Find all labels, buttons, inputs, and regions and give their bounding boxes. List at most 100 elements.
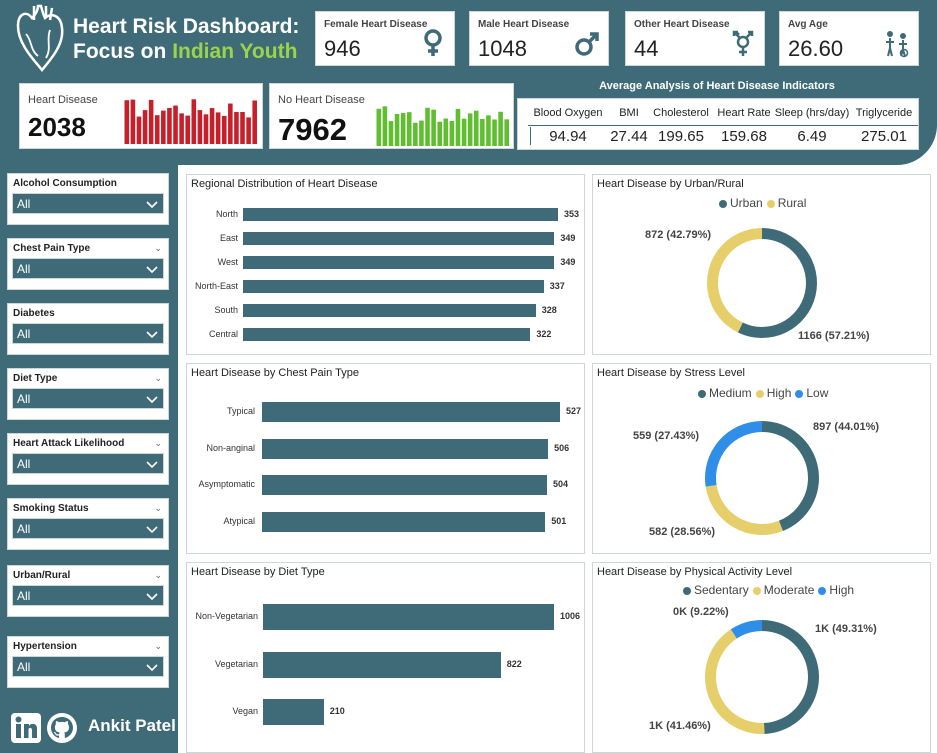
averages-title: Average Analysis of Heart Disease Indica… (599, 80, 835, 92)
sparkbar (148, 99, 154, 144)
sparkbar (461, 118, 467, 146)
filter-dropdown[interactable]: All (12, 193, 164, 214)
other-kpi-card[interactable]: Other Heart Disease 44 (625, 11, 765, 66)
female-kpi-label: Female Heart Disease (324, 19, 428, 30)
sparkbar (400, 112, 406, 146)
bar[interactable] (263, 604, 554, 630)
bar[interactable] (262, 475, 547, 495)
bar[interactable] (243, 328, 531, 341)
category-label: Non-Vegetarian (195, 611, 258, 621)
filter-dropdown[interactable]: All (12, 258, 164, 279)
title-prefix: Focus on (73, 40, 167, 63)
filter-card: Chest Pain Type ⌄ All (7, 238, 169, 290)
other-kpi-value: 44 (634, 36, 659, 61)
sparkbar (413, 122, 418, 146)
chevron-down-icon (146, 266, 158, 274)
sparkbar (142, 110, 148, 144)
avg-cursor (530, 127, 531, 145)
heart-disease-label: Heart Disease (28, 94, 98, 106)
avg-header: BMI (619, 107, 639, 119)
age-kpi-card[interactable]: Avg Age 26.60 (779, 11, 919, 66)
legend-dot (818, 586, 827, 595)
legend-item[interactable]: High (755, 386, 792, 400)
chart-legend: Urban Rural (719, 196, 810, 210)
female-kpi-card[interactable]: Female Heart Disease 946 (315, 11, 455, 66)
donut-data-label: 559 (27.43%) (633, 430, 700, 442)
donut-slice[interactable] (737, 228, 817, 338)
sparkbar (467, 113, 473, 146)
filter-selected-value: All (17, 327, 31, 341)
avg-header: Triglyceride (855, 107, 913, 119)
male-kpi-card[interactable]: Male Heart Disease 1048 (469, 11, 609, 66)
filter-dropdown[interactable]: All (12, 585, 164, 606)
urban-rural-panel: Heart Disease by Urban/Rural Urban Rural 1… (592, 174, 931, 355)
donut-slice[interactable] (705, 629, 765, 734)
no-heart-disease-value: 7962 (278, 112, 347, 147)
legend-item[interactable]: Medium (698, 386, 752, 400)
dashboard-title: Heart Risk Dashboard: Focus on Indian Yo… (73, 14, 299, 64)
donut-slice[interactable] (705, 484, 783, 535)
collapse-chevron-icon[interactable]: ⌄ (154, 438, 162, 448)
collapse-chevron-icon[interactable]: ⌄ (154, 641, 162, 651)
bar[interactable] (243, 232, 555, 245)
collapse-chevron-icon[interactable]: ⌄ (154, 373, 162, 383)
regional-distribution-panel: Regional Distribution of Heart Disease N… (186, 174, 585, 355)
bar[interactable] (263, 699, 324, 725)
sparkbar (394, 114, 400, 146)
panel-title: Heart Disease by Chest Pain Type (191, 367, 359, 379)
bar[interactable] (243, 304, 536, 317)
title-line-2: Focus on Indian Youth (73, 39, 299, 64)
legend-dot (683, 586, 691, 595)
bar[interactable] (262, 402, 560, 422)
bar[interactable] (263, 651, 501, 678)
donut-svg (707, 228, 817, 338)
donut-slice[interactable] (762, 421, 819, 532)
legend-item[interactable]: High (818, 583, 854, 597)
legend-label: Medium (709, 386, 752, 400)
filter-dropdown[interactable]: All (12, 656, 164, 677)
bar-value-label: 1006 (560, 611, 581, 621)
collapse-chevron-icon[interactable]: ⌄ (154, 503, 162, 513)
donut-slice[interactable] (707, 228, 762, 333)
bar[interactable] (262, 511, 546, 532)
collapse-chevron-icon[interactable]: ⌄ (154, 243, 162, 253)
donut-slice[interactable] (730, 620, 762, 639)
female-kpi-value: 946 (324, 36, 361, 61)
bar[interactable] (262, 438, 549, 459)
no-heart-disease-label: No Heart Disease (278, 94, 365, 106)
legend-item[interactable]: Sedentary (683, 583, 749, 597)
bar[interactable] (243, 280, 544, 293)
filter-label: Hypertension (13, 641, 77, 652)
donut-slice[interactable] (762, 620, 820, 734)
sparkbar (209, 108, 215, 144)
panel-title: Regional Distribution of Heart Disease (191, 178, 378, 190)
collapse-chevron-icon[interactable]: ⌄ (154, 570, 162, 580)
github-icon[interactable] (46, 712, 78, 744)
legend-item[interactable]: Urban (719, 196, 763, 210)
sparkbar (185, 115, 190, 144)
avg-heart-rate: Heart Rate 159.68 (714, 99, 774, 151)
category-label: Vegan (232, 706, 258, 716)
donut-slice[interactable] (705, 421, 762, 487)
donut-data-label: 1K (41.46%) (649, 720, 711, 732)
filter-card: Hypertension ⌄ All (7, 636, 169, 688)
filter-card: Diet Type ⌄ All (7, 368, 169, 420)
legend-dot (719, 199, 727, 208)
linkedin-icon[interactable] (10, 712, 42, 744)
heart-disease-card[interactable]: Heart Disease 2038 (19, 83, 263, 149)
filter-dropdown[interactable]: All (12, 453, 164, 474)
bar[interactable] (243, 208, 558, 221)
sparkbar (443, 118, 449, 146)
no-heart-disease-card[interactable]: No Heart Disease 7962 (269, 83, 514, 149)
filter-dropdown[interactable]: All (12, 323, 164, 344)
avg-value: 275.01 (861, 128, 907, 145)
filter-dropdown[interactable]: All (12, 518, 164, 539)
filter-dropdown[interactable]: All (12, 388, 164, 409)
legend-item[interactable]: Rural (766, 196, 806, 210)
panel-title: Heart Disease by Physical Activity Level (597, 566, 793, 578)
legend-item[interactable]: Low (795, 386, 828, 400)
sparkbar (221, 115, 227, 144)
legend-item[interactable]: Moderate (752, 583, 814, 597)
bar[interactable] (243, 256, 555, 269)
legend-label: High (766, 386, 792, 400)
